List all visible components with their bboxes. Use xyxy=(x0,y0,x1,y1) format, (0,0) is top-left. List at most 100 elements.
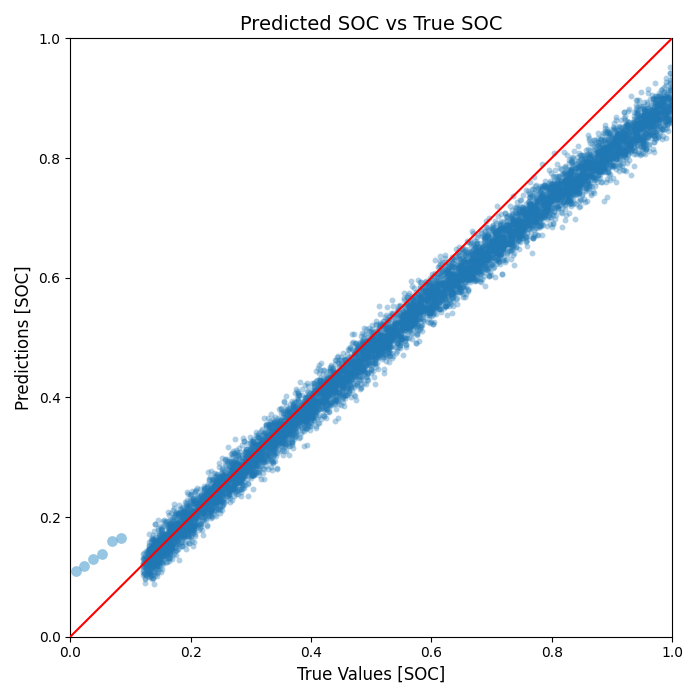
Point xyxy=(643,113,654,124)
Point xyxy=(499,234,510,245)
Point xyxy=(291,417,302,428)
Point xyxy=(555,190,566,201)
Point xyxy=(212,485,223,496)
Point xyxy=(167,534,178,545)
Point xyxy=(228,465,239,476)
Point xyxy=(664,103,676,114)
Point xyxy=(218,476,229,487)
Point xyxy=(355,345,366,356)
Point xyxy=(408,297,419,308)
Point xyxy=(186,524,198,535)
Point xyxy=(347,328,358,339)
Point xyxy=(230,482,241,493)
Point xyxy=(522,219,533,230)
Point xyxy=(646,104,658,115)
Point xyxy=(335,380,346,391)
Point xyxy=(292,418,304,429)
Point xyxy=(359,350,371,361)
Point xyxy=(571,174,582,185)
Point xyxy=(349,382,360,393)
Point xyxy=(635,127,646,138)
Point xyxy=(239,456,251,467)
Point xyxy=(261,440,272,452)
Point xyxy=(205,492,216,503)
Point xyxy=(319,396,330,407)
Point xyxy=(341,389,352,401)
Point xyxy=(329,385,341,396)
Point xyxy=(315,414,326,425)
Point xyxy=(511,215,522,226)
Point xyxy=(149,556,161,568)
Point xyxy=(240,464,251,475)
Point xyxy=(232,477,243,488)
Point xyxy=(651,106,662,117)
Point xyxy=(595,177,607,188)
Point xyxy=(541,180,552,192)
Point xyxy=(652,107,663,118)
Point xyxy=(260,436,272,447)
Point xyxy=(486,231,497,243)
Point xyxy=(464,259,475,270)
Point xyxy=(567,175,578,186)
Point xyxy=(199,488,210,499)
Point xyxy=(153,558,164,569)
Point xyxy=(435,270,446,281)
Point xyxy=(173,526,184,537)
Point xyxy=(492,238,503,249)
Point xyxy=(542,214,553,225)
Point xyxy=(436,266,447,277)
Point xyxy=(637,113,648,124)
Point xyxy=(232,475,244,487)
Point xyxy=(477,245,488,256)
Point xyxy=(173,526,184,537)
Point xyxy=(484,243,496,254)
Point xyxy=(630,128,641,139)
Point xyxy=(343,387,355,398)
Point xyxy=(498,227,510,238)
Point xyxy=(485,230,496,241)
Point xyxy=(455,261,466,272)
Point xyxy=(321,376,332,387)
Point xyxy=(524,211,535,222)
Point xyxy=(299,391,311,402)
Point xyxy=(440,282,452,293)
Point xyxy=(358,352,369,363)
Point xyxy=(270,424,281,435)
Point xyxy=(630,143,641,154)
Point xyxy=(312,383,323,394)
Point xyxy=(247,438,258,449)
Point xyxy=(303,381,314,392)
Point xyxy=(544,195,556,206)
Point xyxy=(565,165,577,176)
Point xyxy=(470,240,482,252)
Point xyxy=(297,413,309,424)
Point xyxy=(645,129,656,140)
Point xyxy=(491,228,502,239)
Point xyxy=(191,504,202,515)
Point xyxy=(218,473,229,484)
Point xyxy=(312,417,323,428)
Point xyxy=(166,527,177,538)
Point xyxy=(159,544,170,555)
Point xyxy=(658,104,669,115)
Point xyxy=(459,243,470,254)
Point xyxy=(283,412,294,424)
Point xyxy=(469,257,480,268)
Point xyxy=(353,347,364,359)
Point xyxy=(556,178,567,189)
Point xyxy=(646,120,657,131)
Point xyxy=(231,467,242,478)
Point xyxy=(155,537,166,548)
Point xyxy=(429,291,440,302)
Point xyxy=(529,229,540,240)
Point xyxy=(411,302,422,313)
Point xyxy=(290,419,301,431)
Point xyxy=(397,322,408,333)
Point xyxy=(172,536,184,547)
Point xyxy=(542,201,553,212)
Point xyxy=(340,368,351,379)
Point xyxy=(272,436,283,447)
Point xyxy=(170,528,181,540)
Point xyxy=(581,178,592,189)
Point xyxy=(351,377,362,389)
